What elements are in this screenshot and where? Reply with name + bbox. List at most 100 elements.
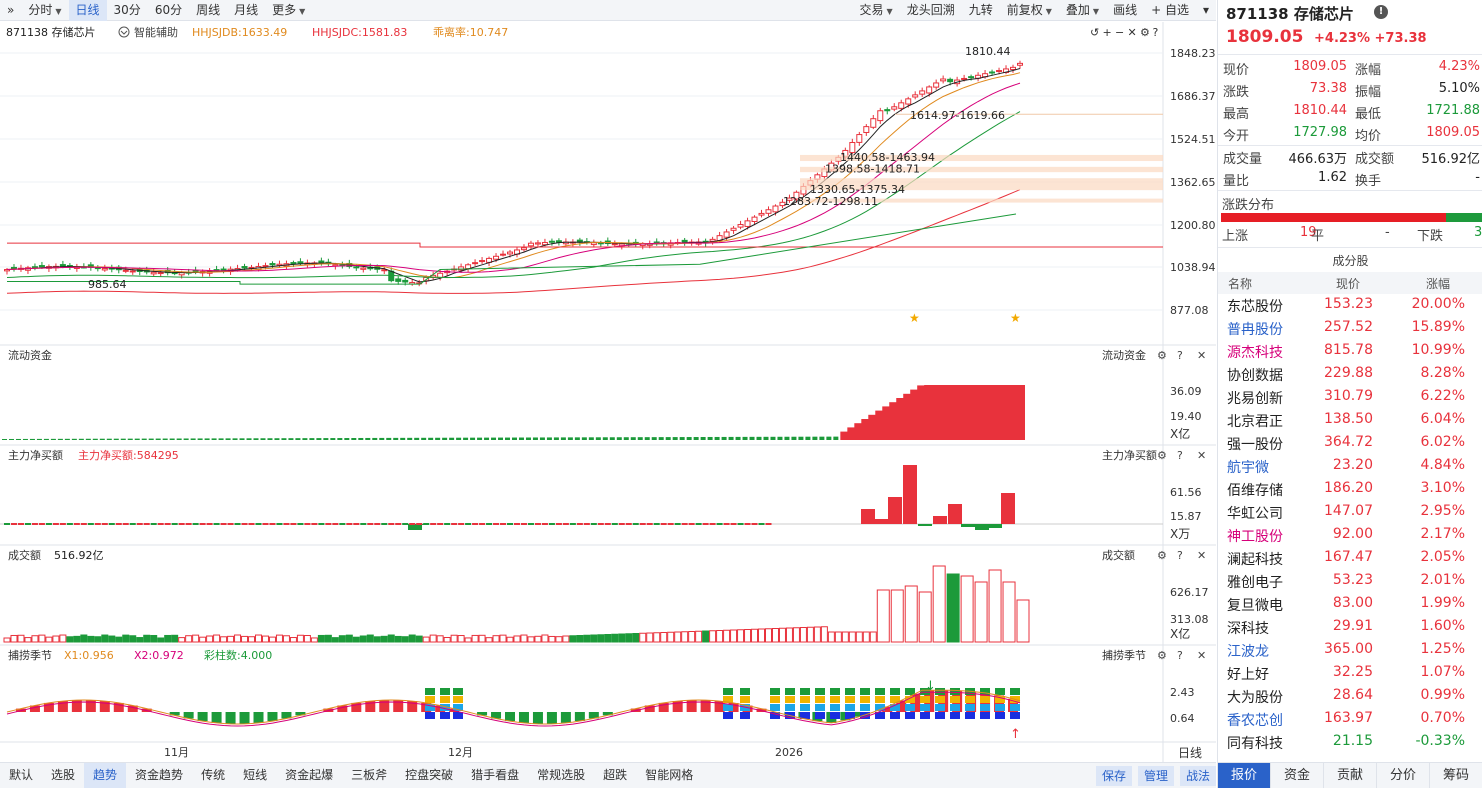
list-item[interactable]: 好上好 32.25 1.07% <box>1218 662 1482 685</box>
col-price[interactable]: 现价 <box>1336 277 1361 291</box>
expand-icon[interactable]: » <box>7 2 15 17</box>
list-item[interactable]: 普冉股份 257.52 15.89% <box>1218 317 1482 340</box>
list-item[interactable]: 雅创电子 53.23 2.01% <box>1218 570 1482 593</box>
col-change[interactable]: 涨幅 <box>1426 277 1451 291</box>
strategy-tab-3[interactable]: 资金趋势 <box>135 768 184 782</box>
candle <box>122 269 129 272</box>
season-color-bar <box>950 696 960 703</box>
season-color-bar <box>965 696 975 703</box>
liquid-bar <box>980 385 991 440</box>
list-item[interactable]: 大为股份 28.64 0.99% <box>1218 685 1482 708</box>
strategy-tab-0[interactable]: 默认 <box>9 768 34 782</box>
turnover-bar <box>248 636 256 643</box>
strategy-tab-5[interactable]: 短线 <box>243 768 268 782</box>
gear-icon[interactable]: ⚙ <box>1157 549 1167 562</box>
col-name[interactable]: 名称 <box>1228 277 1253 291</box>
close-icon[interactable]: ✕ <box>1197 549 1206 562</box>
strategy-tab-1[interactable]: 选股 <box>51 768 76 782</box>
close-icon[interactable]: ✕ <box>1197 449 1206 462</box>
help-icon[interactable]: ? <box>1177 649 1183 662</box>
strategy-action-1[interactable]: 管理 <box>1137 765 1174 786</box>
help-icon[interactable]: ? <box>1177 549 1183 562</box>
help-icon[interactable]: ? <box>1153 26 1159 39</box>
gear-icon[interactable]: ⚙ <box>1157 649 1167 662</box>
strategy-tab-9[interactable]: 猎手看盘 <box>471 768 520 782</box>
quote-tab-1[interactable]: 资金 <box>1271 763 1324 788</box>
toolbar-right-item-0[interactable]: 交易 ▼ <box>853 0 900 21</box>
list-item[interactable]: 强一股份 364.72 6.02% <box>1218 432 1482 455</box>
netbuy-bar <box>451 523 458 525</box>
info-icon[interactable]: ! <box>1374 5 1388 19</box>
quote-tab-3[interactable]: 分价 <box>1377 763 1430 788</box>
period-button[interactable]: 日线 <box>1178 746 1202 760</box>
gear-icon[interactable]: ⚙ <box>1157 449 1167 462</box>
toolbar-right-item-6[interactable]: + 自选 <box>1144 0 1196 21</box>
strategy-tab-10[interactable]: 常规选股 <box>537 768 586 782</box>
toolbar-left-item-2[interactable]: 30分 <box>107 0 148 21</box>
season-color-bar <box>815 688 825 695</box>
toolbar-left-item-4[interactable]: 周线 <box>189 0 227 21</box>
close-icon[interactable]: ✕ <box>1197 649 1206 662</box>
list-item[interactable]: 兆易创新 310.79 6.22% <box>1218 386 1482 409</box>
strategy-action-2[interactable]: 战法 <box>1179 765 1216 786</box>
list-item[interactable]: 深科技 29.91 1.60% <box>1218 616 1482 639</box>
toolbar-right-item-5[interactable]: 画线 <box>1106 0 1144 21</box>
quote-value: 1810.44 <box>1293 103 1347 118</box>
list-item[interactable]: 源杰科技 815.78 10.99% <box>1218 340 1482 363</box>
toolbar-right-item-1[interactable]: 龙头回溯 <box>900 0 962 21</box>
kline-chart[interactable]: 871138 存储芯片 智能辅助 HHJSJDB:1633.49 HHJSJDC:15… <box>0 22 1216 762</box>
list-item[interactable]: 同有科技 21.15 -0.33% <box>1218 731 1482 754</box>
toolbar-left-item-6[interactable]: 更多 ▼ <box>265 0 312 21</box>
liquid-bar <box>987 385 998 440</box>
toolbar-left-item-3[interactable]: 60分 <box>148 0 189 21</box>
toolbar-left-item-0[interactable]: 分时 ▼ <box>21 0 68 21</box>
list-item[interactable]: 航宇微 23.20 4.84% <box>1218 455 1482 478</box>
toolbar-right-item-2[interactable]: 九转 <box>962 0 1000 21</box>
list-item[interactable]: 华虹公司 147.07 2.95% <box>1218 501 1482 524</box>
gear-icon[interactable]: ⚙ <box>1140 26 1150 39</box>
quote-tab-2[interactable]: 贡献 <box>1324 763 1377 788</box>
toolbar-right-item-4[interactable]: 叠加 ▼ <box>1059 0 1106 21</box>
turnover-bar <box>632 633 640 643</box>
list-item[interactable]: 澜起科技 167.47 2.05% <box>1218 547 1482 570</box>
strategy-tab-7[interactable]: 三板斧 <box>351 768 388 782</box>
list-item[interactable]: 东芯股份 153.23 20.00% <box>1218 294 1482 317</box>
strategy-action-0[interactable]: 保存 <box>1095 765 1132 786</box>
liquid-bar <box>777 436 783 440</box>
refresh-icon[interactable]: ↺ <box>1090 26 1099 39</box>
help-icon[interactable]: ? <box>1177 449 1183 462</box>
season-color-bar <box>995 704 1005 711</box>
season-bar <box>127 705 138 712</box>
list-item[interactable]: 协创数据 229.88 8.28% <box>1218 363 1482 386</box>
close-icon[interactable]: ✕ <box>1128 26 1137 39</box>
quote-tab-4[interactable]: 筹码 <box>1430 763 1482 788</box>
strategy-tab-4[interactable]: 传统 <box>201 768 226 782</box>
stock-price: 53.23 <box>1332 572 1373 588</box>
list-item[interactable]: 北京君正 138.50 6.04% <box>1218 409 1482 432</box>
close-icon[interactable]: ✕ <box>1197 349 1206 362</box>
constituents-header: 名称 现价 涨幅 <box>1218 272 1482 294</box>
unit-label: X亿 <box>1170 626 1190 641</box>
strategy-tab-2[interactable]: 趋势 <box>84 763 127 788</box>
liquid-bar <box>819 436 825 440</box>
list-item[interactable]: 佰维存储 186.20 3.10% <box>1218 478 1482 501</box>
list-item[interactable]: 复旦微电 83.00 1.99% <box>1218 593 1482 616</box>
liquid-bar <box>882 406 893 440</box>
strategy-tab-8[interactable]: 控盘突破 <box>405 768 454 782</box>
toolbar-left-item-5[interactable]: 月线 <box>227 0 265 21</box>
strategy-tab-12[interactable]: 智能网格 <box>645 768 694 782</box>
zoom-out-icon[interactable]: − <box>1115 26 1124 39</box>
toolbar-right-item-7[interactable]: ▾ <box>1196 0 1216 21</box>
toolbar-right-item-3[interactable]: 前复权 ▼ <box>1000 0 1059 21</box>
list-item[interactable]: 江波龙 365.00 1.25% <box>1218 639 1482 662</box>
strategy-tab-11[interactable]: 超跌 <box>603 768 628 782</box>
help-icon[interactable]: ? <box>1177 349 1183 362</box>
list-item[interactable]: 神工股份 92.00 2.17% <box>1218 524 1482 547</box>
quote-label: 最高 <box>1223 107 1250 122</box>
list-item[interactable]: 香农芯创 163.97 0.70% <box>1218 708 1482 731</box>
strategy-tab-6[interactable]: 资金起爆 <box>285 768 334 782</box>
quote-tab-0[interactable]: 报价 <box>1218 763 1271 788</box>
zoom-in-icon[interactable]: + <box>1103 26 1112 39</box>
toolbar-left-item-1[interactable]: 日线 <box>68 0 107 21</box>
gear-icon[interactable]: ⚙ <box>1157 349 1167 362</box>
